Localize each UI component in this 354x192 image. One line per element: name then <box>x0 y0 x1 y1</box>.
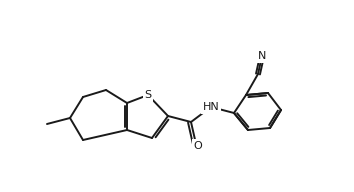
Text: N: N <box>258 51 266 61</box>
Text: S: S <box>144 90 152 100</box>
Text: HN: HN <box>202 102 219 112</box>
Text: O: O <box>194 141 202 151</box>
